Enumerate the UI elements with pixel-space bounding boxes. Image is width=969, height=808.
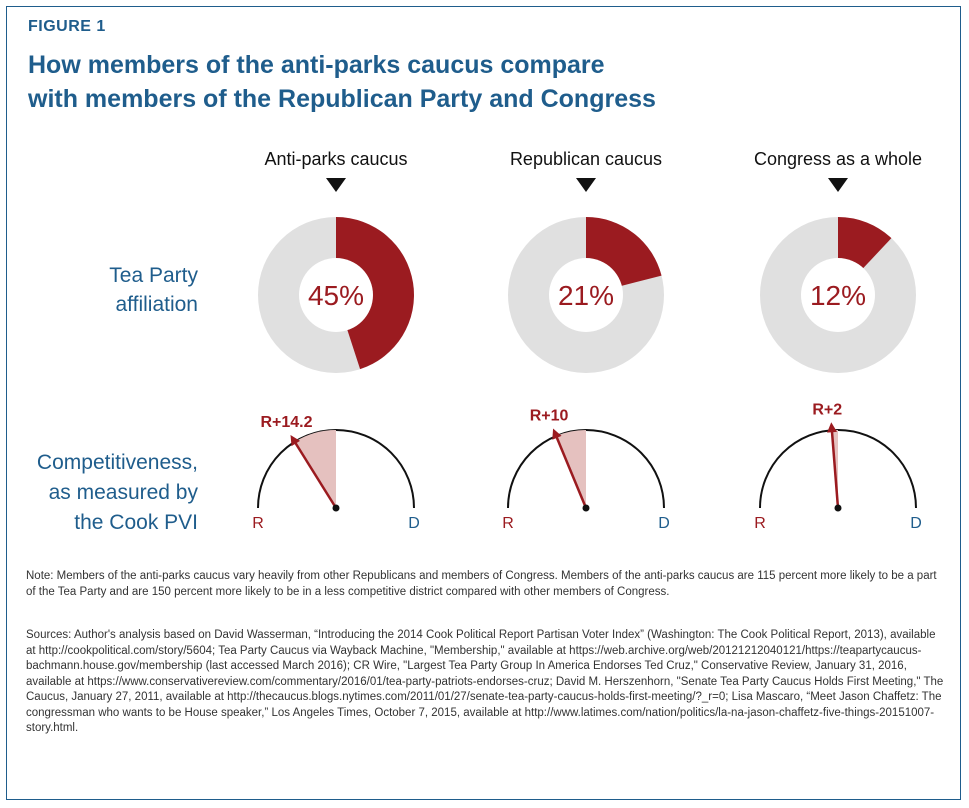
row-label-competitiveness-2: as measured by bbox=[49, 481, 199, 504]
gauge-pivot bbox=[582, 504, 590, 512]
gauge-label-d: D bbox=[658, 515, 670, 532]
gauge-label-r: R bbox=[754, 515, 766, 532]
gauge-needle-arrowhead bbox=[290, 435, 301, 447]
down-arrow-icon bbox=[326, 178, 346, 192]
down-arrow-icon bbox=[828, 178, 848, 192]
figure-title: How members of the anti-parks caucus com… bbox=[28, 48, 728, 116]
figure-title-line-2: with members of the Republican Party and… bbox=[28, 85, 656, 113]
gauge-pivot bbox=[332, 504, 340, 512]
chart-sources: Sources: Author's analysis based on Davi… bbox=[26, 629, 944, 734]
gauge-needle-arrowhead bbox=[552, 428, 562, 440]
gauge-label-d: D bbox=[910, 515, 922, 532]
gauge-value-label: R+14.2 bbox=[260, 414, 312, 431]
group-header: Congress as a whole bbox=[754, 149, 922, 169]
row-label-competitiveness-1: Competitiveness, bbox=[37, 451, 198, 474]
donut-hole bbox=[801, 258, 875, 332]
chart-canvas: Tea Party affiliation Competitiveness, a… bbox=[37, 149, 922, 534]
group-congress: Congress as a whole 12% R+2 R D bbox=[754, 149, 922, 532]
gauge-needle bbox=[292, 439, 338, 509]
row-label-competitiveness-3: the Cook PVI bbox=[74, 511, 198, 534]
gauge-needle-arrowhead bbox=[827, 422, 838, 433]
donut-hole bbox=[549, 258, 623, 332]
donut-value-label: 12% bbox=[810, 280, 866, 311]
row-label-tea-party-2: affiliation bbox=[115, 293, 198, 316]
figure-frame bbox=[6, 6, 961, 800]
row-label-tea-party-1: Tea Party bbox=[109, 264, 198, 287]
down-arrow-icon bbox=[576, 178, 596, 192]
group-header: Republican caucus bbox=[510, 149, 662, 169]
figure-label: FIGURE 1 bbox=[28, 18, 106, 35]
gauge-needle bbox=[830, 428, 840, 509]
gauge-label-r: R bbox=[502, 515, 514, 532]
donut-slice bbox=[336, 217, 414, 370]
gauge-value-label: R+10 bbox=[530, 408, 569, 425]
gauge-wedge bbox=[294, 430, 336, 508]
gauge-label-r: R bbox=[252, 515, 264, 532]
gauge-value-label: R+2 bbox=[812, 401, 842, 418]
group-header: Anti-parks caucus bbox=[264, 149, 407, 169]
group-anti-parks: Anti-parks caucus 45% R+14.2 R D bbox=[252, 149, 420, 532]
donut-value-label: 45% bbox=[308, 280, 364, 311]
donut-value-label: 21% bbox=[558, 280, 614, 311]
gauge-label-d: D bbox=[408, 515, 420, 532]
donut-hole bbox=[299, 258, 373, 332]
group-republican: Republican caucus 21% R+10 R D bbox=[502, 149, 670, 532]
chart-note: Note: Members of the anti-parks caucus v… bbox=[26, 570, 937, 598]
gauge-needle bbox=[554, 433, 588, 509]
gauge-pivot bbox=[834, 504, 842, 512]
figure-title-line-1: How members of the anti-parks caucus com… bbox=[28, 51, 605, 79]
